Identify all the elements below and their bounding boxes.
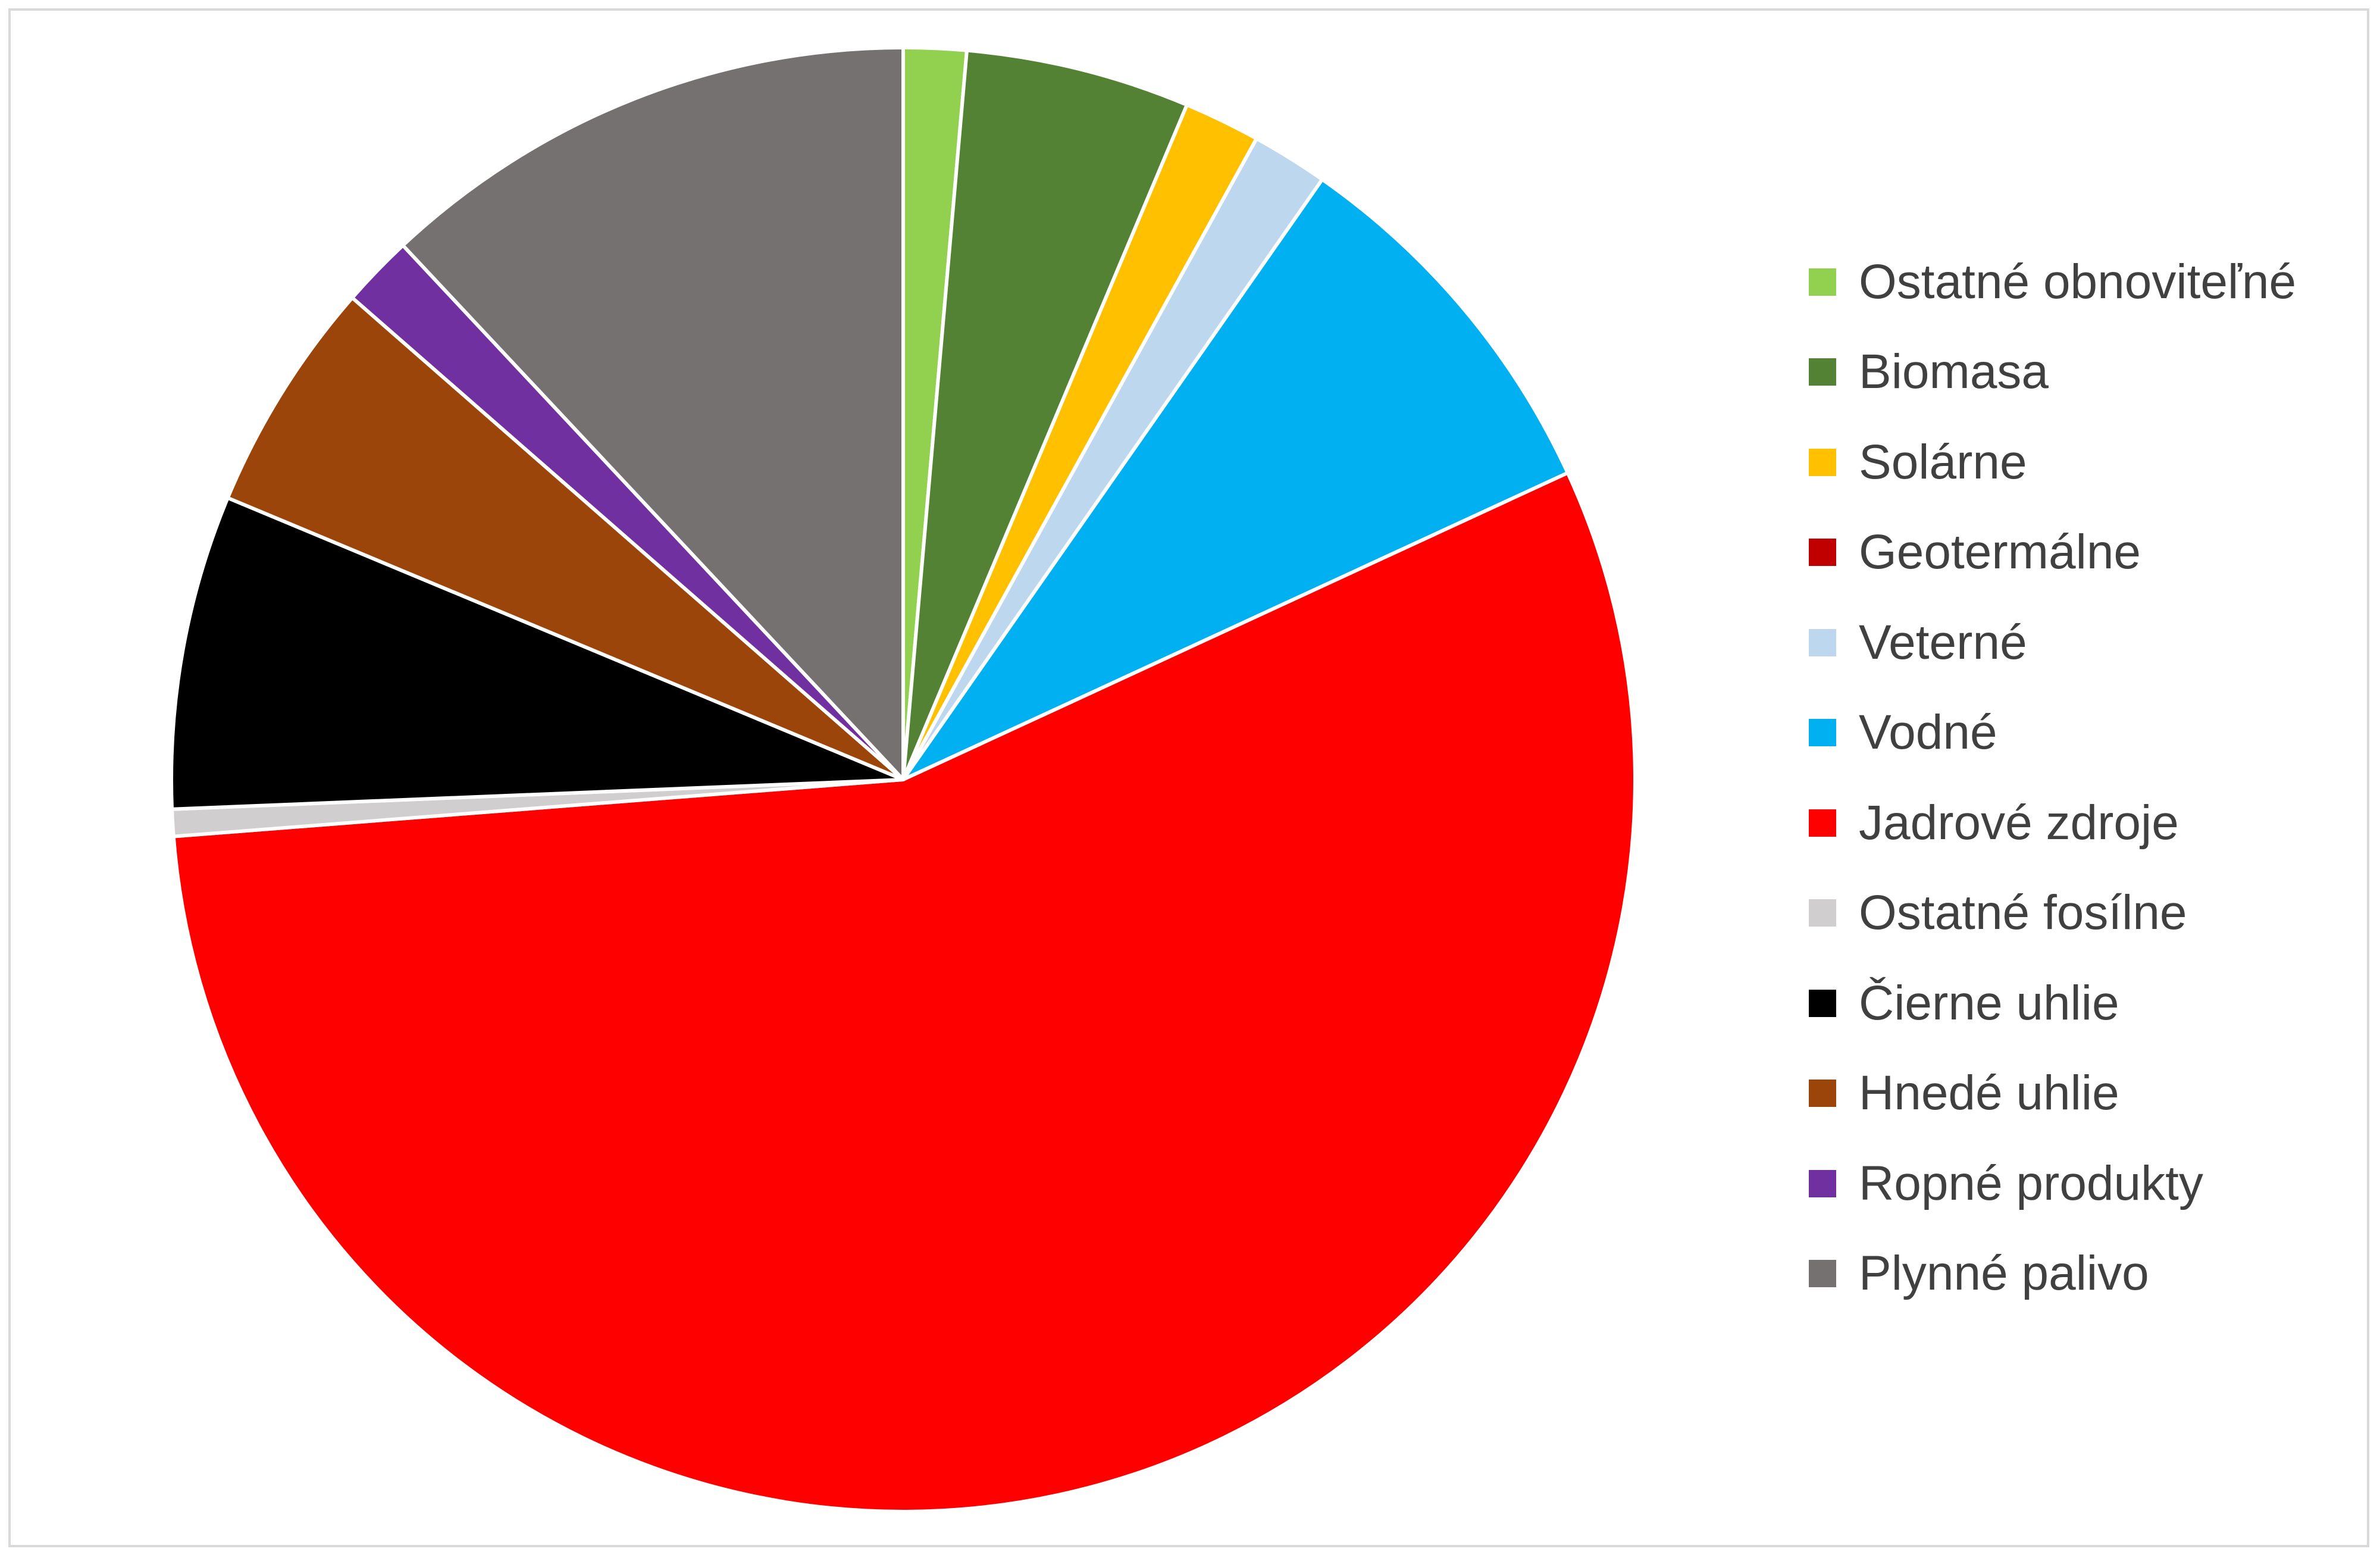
legend-label: Veterné: [1859, 615, 2027, 669]
legend-swatch: [1809, 268, 1836, 296]
pie-slice-jadrove-zdroje: [171, 471, 1637, 1513]
legend-item-biomasa: Biomasa: [1809, 327, 2368, 418]
legend-label: Plynné palivo: [1859, 1246, 2149, 1301]
legend-label: Hnedé uhlie: [1859, 1066, 2119, 1121]
pie-slice-vodne: [901, 177, 1570, 781]
pie-slice-hnede-uhlie: [226, 296, 905, 781]
legend-swatch: [1809, 539, 1836, 567]
legend-label: Ropné produkty: [1859, 1156, 2203, 1210]
legend-label: Solárne: [1859, 434, 2027, 489]
legend-swatch: [1809, 1169, 1836, 1197]
legend-label: Jadrové zdroje: [1859, 795, 2179, 850]
legend-item-solarne: Solárne: [1809, 417, 2368, 508]
legend-item-veterne: Veterné: [1809, 597, 2368, 688]
legend-swatch: [1809, 358, 1836, 386]
pie-slice-biomasa: [901, 48, 1189, 781]
legend-item-plynne-palivo: Plynné palivo: [1809, 1229, 2368, 1319]
legend-swatch: [1809, 628, 1836, 656]
legend-item-ostatne-fosilne: Ostatné fosílne: [1809, 868, 2368, 959]
legend-swatch: [1809, 899, 1836, 927]
legend-swatch: [1809, 809, 1836, 837]
legend-label: Ostatné fosílne: [1859, 886, 2187, 940]
legend-label: Vodné: [1859, 705, 1997, 760]
legend-item-jadrove-zdroje: Jadrové zdroje: [1809, 778, 2368, 868]
legend-swatch: [1809, 1260, 1836, 1288]
legend-item-hnede-uhlie: Hnedé uhlie: [1809, 1049, 2368, 1139]
legend: Ostatné obnoviteľné Biomasa Solárne Geoterm…: [1809, 237, 2368, 1319]
pie-slice-plynne-palivo: [401, 46, 905, 781]
legend-label: Geotermálne: [1859, 525, 2141, 580]
legend-item-vodne: Vodné: [1809, 688, 2368, 778]
legend-swatch: [1809, 719, 1836, 747]
legend-item-ropne-produkty: Ropné produkty: [1809, 1138, 2368, 1229]
legend-item-cierne-uhlie: Čierne uhlie: [1809, 958, 2368, 1049]
legend-item-ostatne-obnovitelne: Ostatné obnoviteľné: [1809, 237, 2368, 327]
legend-swatch: [1809, 1080, 1836, 1108]
legend-swatch: [1809, 448, 1836, 476]
legend-label: Čierne uhlie: [1859, 975, 2119, 1030]
legend-label: Biomasa: [1859, 345, 2049, 399]
pie-slice-cierne-uhlie: [170, 496, 905, 811]
legend-swatch: [1809, 989, 1836, 1017]
legend-item-geotermalne: Geotermálne: [1809, 508, 2368, 598]
legend-label: Ostatné obnoviteľné: [1859, 254, 2297, 309]
